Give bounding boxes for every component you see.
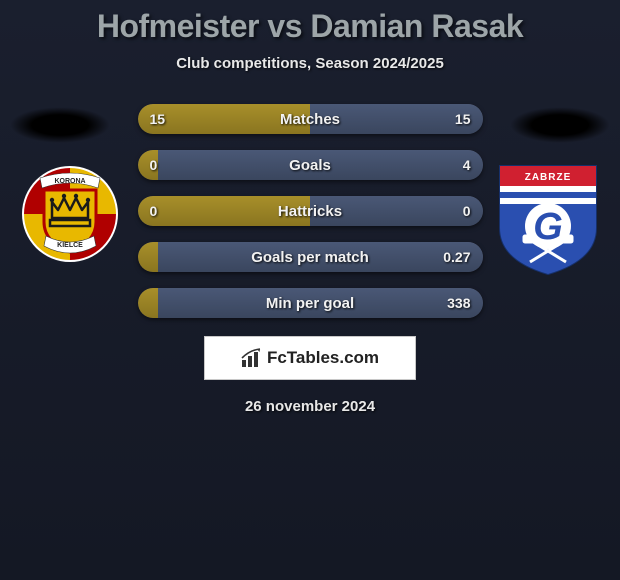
stat-value-right: 338	[447, 288, 470, 318]
stat-value-left: 15	[150, 104, 166, 134]
stat-value-right: 0.27	[443, 242, 470, 272]
svg-text:G: G	[533, 206, 563, 248]
stat-label: Goals	[138, 150, 483, 180]
player-left-silhouette	[10, 107, 110, 143]
comparison-subtitle: Club competitions, Season 2024/2025	[0, 55, 620, 72]
bar-chart-icon	[241, 348, 263, 368]
stat-label: Matches	[138, 104, 483, 134]
stat-value-right: 0	[463, 196, 471, 226]
svg-text:KIELCE: KIELCE	[57, 242, 83, 249]
stat-label: Min per goal	[138, 288, 483, 318]
gornik-badge-icon: G ZABRZE	[496, 162, 600, 276]
stat-row: Min per goal338	[138, 288, 483, 318]
stat-row: Goals per match0.27	[138, 242, 483, 272]
stat-row: Goals0 4	[138, 150, 483, 180]
player-right-silhouette	[510, 107, 610, 143]
stat-bars: Matches1515Goals04Hattricks00Goals per m…	[138, 104, 483, 318]
svg-text:KORONA: KORONA	[54, 178, 85, 185]
stat-row: Hattricks0 0	[138, 196, 483, 226]
stat-row: Matches15 15	[138, 104, 483, 134]
svg-text:ZABRZE: ZABRZE	[525, 172, 572, 183]
stat-value-left: 0	[150, 196, 158, 226]
stat-value-right: 4	[463, 150, 471, 180]
fctables-logo: FcTables.com	[204, 336, 416, 380]
korona-badge-icon: KORONA KIELCE	[20, 164, 120, 264]
comparison-title: Hofmeister vs Damian Rasak	[0, 8, 620, 45]
stat-value-left: 0	[150, 150, 158, 180]
footer-brand-text: FcTables.com	[267, 348, 379, 368]
stat-label: Goals per match	[138, 242, 483, 272]
club-badge-right: G ZABRZE	[496, 162, 600, 276]
club-badge-left: KORONA KIELCE	[20, 164, 120, 264]
stat-value-right: 15	[455, 104, 471, 134]
footer-date: 26 november 2024	[0, 398, 620, 415]
stats-area: KORONA KIELCE	[0, 104, 620, 318]
stat-label: Hattricks	[138, 196, 483, 226]
